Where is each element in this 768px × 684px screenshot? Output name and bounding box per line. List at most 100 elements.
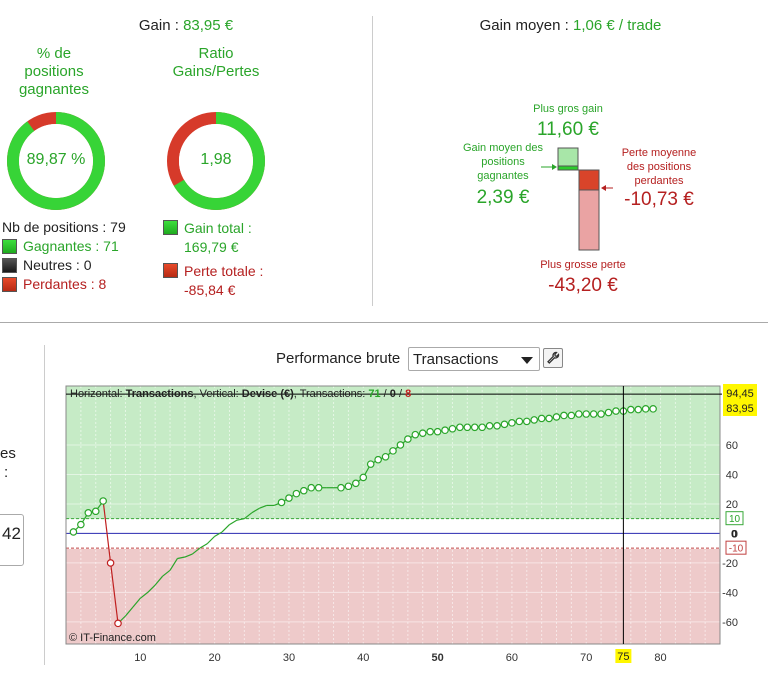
- pct-value: 89,87 %: [26, 151, 86, 168]
- perte-totale-label: Perte totale :: [184, 263, 264, 279]
- series-segment: [169, 558, 178, 571]
- transactions-select-value: Transactions: [413, 351, 499, 368]
- data-point: [418, 429, 427, 437]
- left-partial-text: es: [0, 445, 16, 462]
- threshold-low-badge: [725, 540, 747, 555]
- series-segment: [132, 597, 141, 608]
- pct-donut-win: [7, 112, 105, 210]
- data-point: [69, 528, 78, 536]
- pct-donut: [7, 112, 105, 210]
- average-panel: Gain moyen : 1,06 € / trade Plus gros ga…: [373, 0, 768, 320]
- gain-value: 83,95 €: [183, 17, 234, 34]
- data-point: [277, 498, 286, 507]
- data-point: [359, 473, 368, 482]
- series-segment: [109, 562, 119, 624]
- perte-totale-swatch: [163, 263, 178, 278]
- cursor-high-label: 94,45: [726, 388, 754, 400]
- x-tick-label: 30: [283, 652, 295, 664]
- vertical-divider: [372, 16, 373, 306]
- gain-total-value: 169,79 €: [184, 239, 239, 255]
- gain-arrow-icon: [552, 164, 557, 170]
- gain-moyen-des-line: gagnantes: [477, 170, 529, 182]
- horizontal-divider: [0, 322, 768, 323]
- negative-zone: [66, 549, 720, 644]
- data-point: [470, 423, 479, 432]
- gain-heading: Gain : 83,95 €: [0, 17, 372, 34]
- data-point: [344, 482, 353, 491]
- data-point: [500, 420, 509, 429]
- data-point: [381, 452, 390, 461]
- series-group: [69, 405, 657, 628]
- series-segment: [221, 524, 230, 533]
- plus-gros-gain-label: Plus gros gain: [533, 103, 603, 115]
- gain-moyen-des-line: Gain moyen des: [462, 142, 544, 154]
- data-point: [285, 494, 293, 502]
- data-point: [463, 423, 472, 432]
- nb-positions: Nb de positions : 79: [2, 219, 126, 235]
- series-segment: [124, 606, 134, 617]
- data-point: [300, 486, 308, 495]
- transactions-select[interactable]: Transactions: [408, 347, 540, 371]
- threshold-high-label: 10: [729, 514, 741, 525]
- ratio-title-line: Gains/Pertes: [172, 63, 260, 80]
- data-point: [552, 413, 561, 421]
- data-point: [366, 460, 375, 468]
- x-tick-label: 60: [506, 652, 518, 664]
- ratio-donut-win: [167, 112, 265, 210]
- y-tick-label: 40: [726, 469, 738, 481]
- chart-header-v: Devise (€): [242, 388, 294, 400]
- plus-grosse-perte-value: -43,20 €: [548, 275, 618, 296]
- series-segment: [251, 507, 260, 514]
- perte-moyenne-value: -10,73 €: [624, 189, 694, 210]
- data-point: [337, 483, 345, 492]
- series-segment: [162, 569, 171, 577]
- gain-label: Gain :: [138, 17, 179, 34]
- data-point: [567, 411, 576, 420]
- data-point: [84, 508, 93, 517]
- threshold-low-label: -10: [729, 544, 744, 555]
- wrench-button[interactable]: [543, 348, 563, 368]
- data-point: [99, 497, 107, 505]
- data-point: [441, 426, 449, 435]
- x-tick-label: 50: [431, 652, 443, 664]
- zero-label: 0: [731, 528, 737, 540]
- data-point: [307, 483, 316, 492]
- neutres-label: Neutres : 0: [23, 257, 92, 273]
- series-segment: [184, 553, 193, 558]
- data-point: [515, 417, 524, 426]
- pct-title: % de positions gagnantes: [2, 45, 106, 99]
- y-tick-labels: 60 40 20 0 -20 -40 -60: [722, 440, 738, 629]
- gain-moyen-bar: [557, 165, 579, 171]
- left-partial-value: 42: [2, 524, 21, 543]
- x-tick-label: 10: [134, 652, 146, 664]
- data-point: [627, 405, 635, 414]
- perte-arrow-icon: [601, 185, 606, 191]
- x-tick-label: 70: [580, 652, 592, 664]
- gain-total-swatch: [163, 220, 178, 235]
- gagnantes-label: Gagnantes : 71: [23, 238, 119, 254]
- plot-frame: [65, 385, 721, 645]
- series-segment: [206, 535, 216, 545]
- left-divider: [44, 345, 45, 665]
- data-point: [433, 427, 442, 436]
- data-point: [641, 405, 650, 413]
- chart-header-neutral: 0: [390, 388, 396, 400]
- data-point: [522, 417, 531, 426]
- data-point: [91, 507, 100, 516]
- plus-gros-gain-value: 11,60 €: [537, 119, 599, 140]
- data-point: [77, 520, 85, 529]
- ratio-value: 1,98: [200, 151, 232, 168]
- ratio-title: Ratio Gains/Pertes: [160, 45, 272, 81]
- performance-title: Performance brute: [276, 350, 401, 367]
- series-segment: [229, 519, 238, 526]
- series-segment: [214, 531, 223, 537]
- y-tick-label: -40: [722, 587, 738, 599]
- data-point: [374, 455, 382, 464]
- pct-title-line: % de: [36, 45, 72, 62]
- data-point: [604, 408, 613, 417]
- perte-moyenne: Perte moyenne des positions perdantes: [609, 146, 709, 188]
- chart-header-h: Transactions: [126, 388, 194, 400]
- data-point: [493, 422, 501, 430]
- left-partial-box: 42: [0, 514, 24, 566]
